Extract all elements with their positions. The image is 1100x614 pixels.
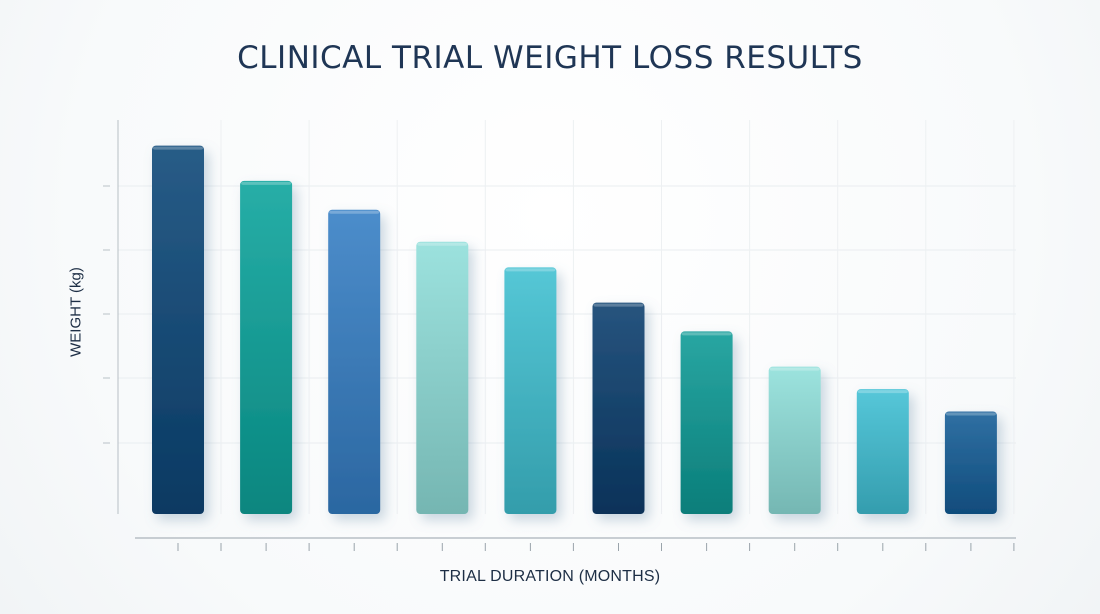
chart-title: CLINICAL TRIAL WEIGHT LOSS RESULTS — [237, 40, 863, 76]
bar-highlight — [417, 242, 468, 246]
bar-highlight — [329, 210, 380, 214]
bar-highlight — [241, 181, 292, 185]
bar — [152, 145, 204, 514]
bar — [944, 411, 997, 514]
bar — [240, 180, 293, 514]
bar — [856, 389, 909, 514]
bar-highlight — [681, 332, 732, 336]
bar-highlight — [769, 367, 820, 371]
bar — [592, 302, 645, 514]
axes — [103, 120, 1016, 551]
bar-highlight — [505, 268, 556, 272]
bar — [328, 209, 381, 515]
bar — [680, 331, 733, 514]
grid — [118, 120, 1016, 514]
bar-highlight — [153, 146, 203, 150]
bar-highlight — [945, 412, 996, 416]
bar-highlight — [857, 390, 908, 394]
bar — [416, 241, 469, 514]
bar — [504, 267, 557, 514]
x-axis-label: TRIAL DURATION (MONTHS) — [439, 568, 661, 585]
bars — [152, 145, 997, 515]
bar — [768, 366, 821, 514]
bar-highlight — [593, 303, 644, 307]
